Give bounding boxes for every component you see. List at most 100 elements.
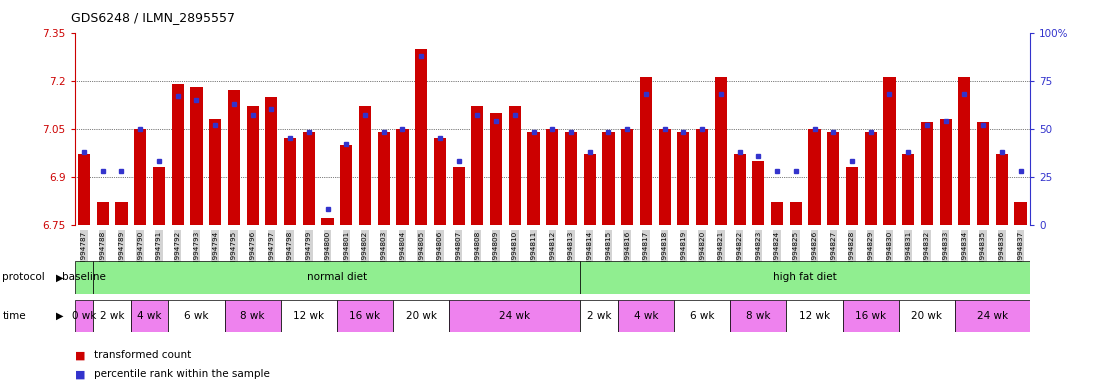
Bar — [266, 97, 278, 225]
Text: 6 wk: 6 wk — [184, 311, 209, 321]
Bar — [378, 132, 390, 225]
Bar — [168, 300, 224, 332]
Bar — [1015, 202, 1027, 225]
Text: ■: ■ — [75, 369, 86, 379]
Text: 16 wk: 16 wk — [855, 311, 886, 321]
Bar — [359, 106, 371, 225]
Bar — [955, 300, 1030, 332]
Text: baseline: baseline — [63, 272, 107, 283]
Text: 20 wk: 20 wk — [405, 311, 437, 321]
Bar — [508, 106, 520, 225]
Bar — [131, 300, 168, 332]
Bar — [224, 300, 281, 332]
Bar — [115, 202, 127, 225]
Bar — [640, 78, 652, 225]
Text: transformed count: transformed count — [94, 350, 192, 360]
Bar — [603, 132, 615, 225]
Bar — [581, 300, 618, 332]
Bar — [618, 300, 674, 332]
Bar — [730, 300, 786, 332]
Bar — [97, 202, 109, 225]
Bar — [959, 78, 971, 225]
Bar — [903, 154, 915, 225]
Text: percentile rank within the sample: percentile rank within the sample — [94, 369, 270, 379]
Bar — [75, 261, 93, 294]
Text: normal diet: normal diet — [306, 272, 367, 283]
Bar — [864, 132, 877, 225]
Bar — [452, 167, 464, 225]
Text: ■: ■ — [75, 350, 86, 360]
Text: 24 wk: 24 wk — [500, 311, 530, 321]
Bar — [434, 138, 446, 225]
Text: time: time — [2, 311, 26, 321]
Bar — [93, 300, 131, 332]
Bar — [75, 300, 93, 332]
Bar — [674, 300, 730, 332]
Text: 20 wk: 20 wk — [911, 311, 942, 321]
Bar — [581, 261, 1030, 294]
Bar — [977, 122, 989, 225]
Text: 2 wk: 2 wk — [586, 311, 612, 321]
Text: protocol: protocol — [2, 272, 45, 283]
Bar — [715, 78, 727, 225]
Text: GDS6248 / ILMN_2895557: GDS6248 / ILMN_2895557 — [71, 12, 235, 25]
Bar — [733, 154, 746, 225]
Bar — [303, 132, 315, 225]
Bar — [322, 218, 334, 225]
Text: 6 wk: 6 wk — [690, 311, 715, 321]
Bar — [340, 145, 352, 225]
Bar — [190, 87, 202, 225]
Bar — [696, 129, 708, 225]
Bar — [396, 129, 408, 225]
Bar — [93, 261, 581, 294]
Bar — [621, 129, 634, 225]
Text: ▶: ▶ — [56, 311, 64, 321]
Bar — [845, 167, 858, 225]
Bar — [490, 113, 502, 225]
Bar — [842, 300, 899, 332]
Text: 0 wk: 0 wk — [71, 311, 97, 321]
Bar — [449, 300, 581, 332]
Bar — [677, 132, 690, 225]
Bar — [808, 129, 820, 225]
Bar — [393, 300, 449, 332]
Bar — [134, 129, 146, 225]
Bar — [899, 300, 955, 332]
Bar — [415, 49, 427, 225]
Text: 8 wk: 8 wk — [240, 311, 265, 321]
Bar — [996, 154, 1008, 225]
Bar — [78, 154, 90, 225]
Text: 2 wk: 2 wk — [100, 311, 124, 321]
Bar — [827, 132, 839, 225]
Bar — [940, 119, 952, 225]
Bar — [584, 154, 596, 225]
Text: 12 wk: 12 wk — [293, 311, 324, 321]
Text: ▶: ▶ — [56, 272, 64, 283]
Bar — [247, 106, 259, 225]
Text: 4 wk: 4 wk — [137, 311, 161, 321]
Bar — [884, 78, 896, 225]
Text: 12 wk: 12 wk — [799, 311, 830, 321]
Bar — [771, 202, 783, 225]
Bar — [471, 106, 483, 225]
Bar — [786, 300, 842, 332]
Bar — [337, 300, 393, 332]
Text: 4 wk: 4 wk — [634, 311, 658, 321]
Bar — [565, 132, 578, 225]
Bar — [527, 132, 539, 225]
Bar — [546, 129, 559, 225]
Bar — [281, 300, 337, 332]
Bar — [153, 167, 165, 225]
Bar — [921, 122, 933, 225]
Text: 24 wk: 24 wk — [977, 311, 1008, 321]
Text: 16 wk: 16 wk — [349, 311, 381, 321]
Text: 8 wk: 8 wk — [746, 311, 771, 321]
Bar — [752, 161, 764, 225]
Bar — [227, 90, 240, 225]
Bar — [209, 119, 221, 225]
Text: high fat diet: high fat diet — [773, 272, 837, 283]
Bar — [659, 129, 671, 225]
Bar — [284, 138, 296, 225]
Bar — [171, 84, 183, 225]
Bar — [789, 202, 802, 225]
